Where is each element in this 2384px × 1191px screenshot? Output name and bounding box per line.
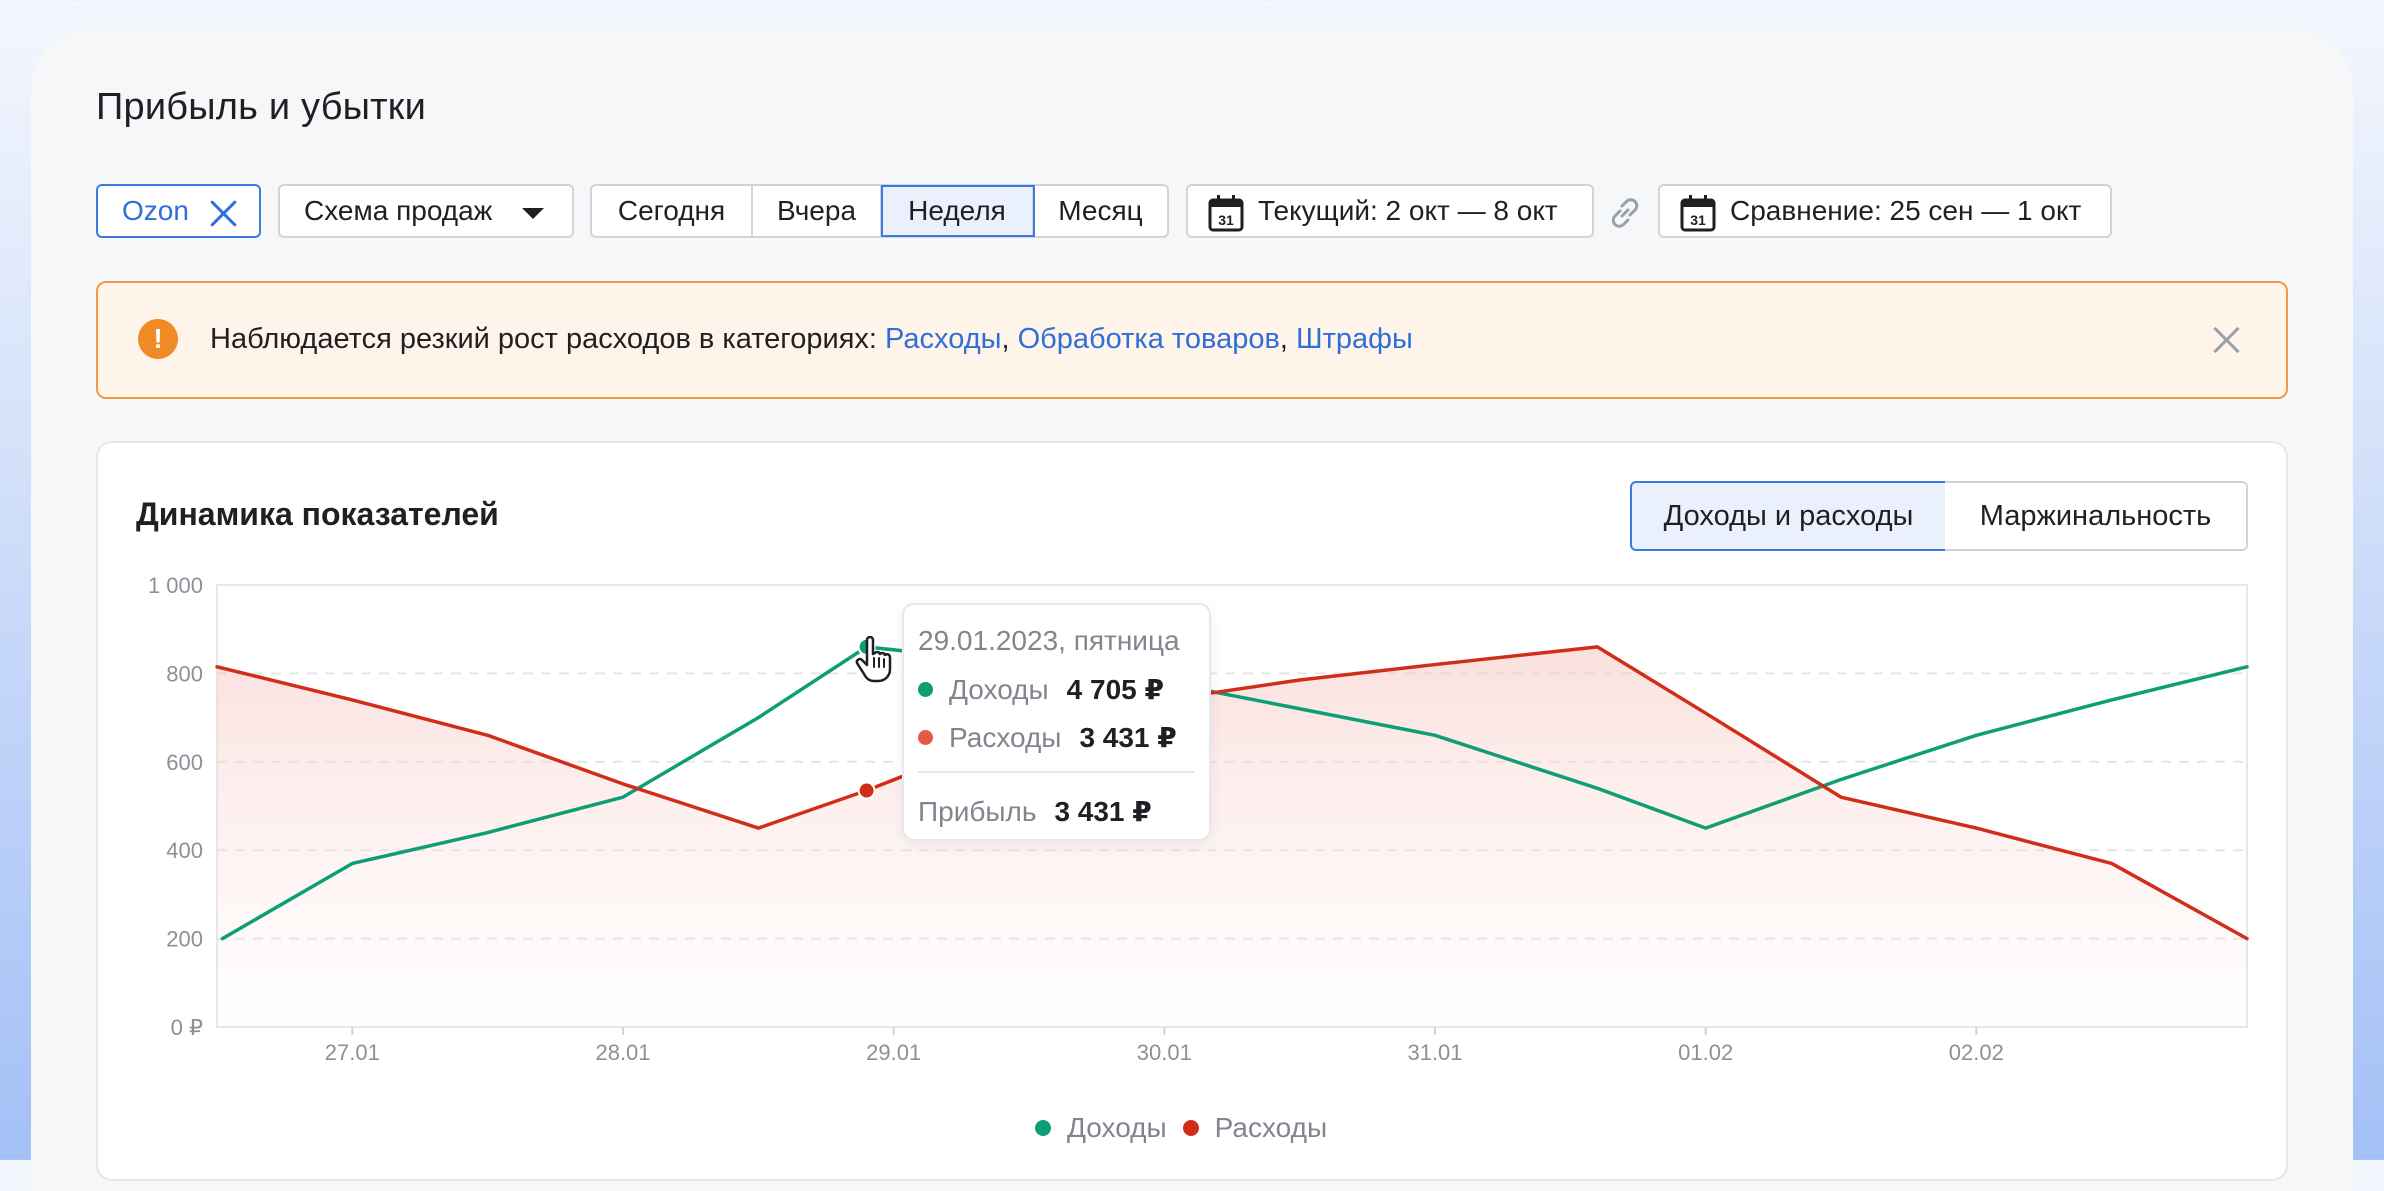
compare-range-label: Сравнение: 25 сен — 1 окт [1730, 195, 2082, 226]
hand-cursor-icon [855, 636, 892, 683]
chevron-down-icon [522, 208, 544, 219]
y-tick-label: 200 [166, 927, 203, 952]
marketplace-filter-chip[interactable]: Ozon [96, 184, 261, 238]
warning-icon: ! [138, 319, 178, 359]
current-date-range[interactable]: 31 Текущий: 2 окт — 8 окт [1186, 184, 1594, 238]
legend-item-income[interactable]: Доходы [1035, 1112, 1167, 1144]
expenses-area [217, 646, 2247, 1027]
tooltip-row-income: Доходы 4 705 ₽ [918, 673, 1164, 706]
chip-label: Ozon [122, 195, 189, 226]
income-dot [918, 682, 933, 697]
chart-tooltip: 29.01.2023, пятница Доходы 4 705 ₽ Расхо… [902, 603, 1211, 841]
calendar-icon: 31 [1208, 195, 1244, 232]
comparison-date-range[interactable]: 31 Сравнение: 25 сен — 1 окт [1658, 184, 2112, 238]
tooltip-date: 29.01.2023, пятница [918, 625, 1180, 656]
expense-alert-banner: ! Наблюдается резкий рост расходов в кат… [96, 281, 2288, 399]
period-segmented-control: Сегодня Вчера Неделя Месяц [590, 184, 1169, 238]
income-dot [1035, 1120, 1051, 1136]
svg-text:31: 31 [1690, 212, 1706, 228]
y-tick-label: 600 [166, 750, 203, 775]
period-today[interactable]: Сегодня [592, 186, 753, 236]
period-yesterday[interactable]: Вчера [753, 186, 882, 236]
alert-text: Наблюдается резкий рост расходов в катег… [210, 323, 1413, 355]
legend-item-expenses[interactable]: Расходы [1182, 1112, 1327, 1144]
x-tick-label: 31.01 [1407, 1040, 1462, 1065]
tooltip-row-expenses: Расходы 3 431 ₽ [918, 721, 1177, 754]
expenses-point [857, 781, 876, 800]
period-week[interactable]: Неделя [881, 185, 1035, 237]
card-title: Динамика показателей [136, 496, 499, 532]
expenses-line [215, 645, 2249, 941]
alert-link-fines[interactable]: Штрафы [1296, 323, 1413, 355]
current-range-label: Текущий: 2 окт — 8 окт [1258, 195, 1558, 226]
dynamics-chart: 0 ₽ 200 400 600 800 1 000 27.01 28.01 29.01 30.01… [148, 573, 2249, 1065]
y-tick-label: 400 [166, 838, 203, 863]
x-tick-label: 27.01 [325, 1040, 380, 1065]
toggle-margin[interactable]: Маржинальность [1945, 481, 2248, 551]
period-month[interactable]: Месяц [1058, 195, 1143, 226]
x-tick-label: 29.01 [866, 1040, 921, 1065]
alert-link-expenses[interactable]: Расходы [885, 323, 1002, 355]
x-tick-label: 28.01 [595, 1040, 650, 1065]
y-tick-label: 0 ₽ [171, 1015, 203, 1040]
select-value: Схема продаж [304, 195, 493, 226]
chart-legend: Доходы Расходы [1035, 1112, 1343, 1144]
tooltip-divider [918, 771, 1195, 773]
x-tick-label: 30.01 [1137, 1040, 1192, 1065]
x-tick-label: 01.02 [1678, 1040, 1733, 1065]
page-title: Прибыль и убытки [96, 86, 427, 128]
calendar-icon: 31 [1680, 195, 1716, 232]
expense-dot [1182, 1120, 1199, 1136]
income-line [220, 645, 2249, 941]
link-icon[interactable] [1606, 194, 1644, 232]
y-tick-label: 1 000 [148, 573, 203, 598]
y-tick-label: 800 [166, 661, 203, 686]
toggle-income-expenses[interactable]: Доходы и расходы [1630, 481, 1947, 551]
expense-dot [918, 730, 933, 745]
tooltip-row-profit: Прибыль 3 431 ₽ [918, 795, 1152, 828]
sales-scheme-select[interactable]: Схема продаж [278, 184, 574, 238]
alert-link-processing[interactable]: Обработка товаров [1017, 323, 1280, 355]
x-tick-label: 02.02 [1949, 1040, 2004, 1065]
svg-text:31: 31 [1218, 212, 1234, 228]
